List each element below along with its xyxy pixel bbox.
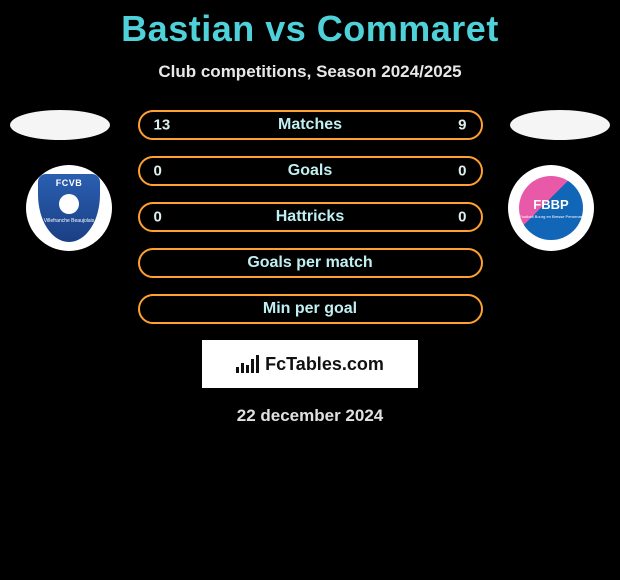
stats-list: 13 Matches 9 0 Goals 0 0 Hattricks 0 Goa… — [138, 110, 483, 324]
club-abbrev-left: FCVB — [56, 178, 83, 188]
stat-label: Matches — [278, 116, 342, 134]
stat-row: 0 Goals 0 — [138, 156, 483, 186]
subtitle: Club competitions, Season 2024/2025 — [0, 62, 620, 82]
player-photo-right — [510, 110, 610, 140]
stat-value-left: 13 — [154, 117, 171, 134]
stat-label: Hattricks — [276, 208, 344, 226]
stat-value-left: 0 — [154, 163, 162, 180]
stat-value-left: 0 — [154, 209, 162, 226]
stat-value-right: 0 — [458, 163, 466, 180]
ball-icon — [59, 194, 79, 214]
stat-label: Goals — [288, 162, 332, 180]
player-photo-left — [10, 110, 110, 140]
stat-value-right: 9 — [458, 117, 466, 134]
stat-row: 0 Hattricks 0 — [138, 202, 483, 232]
stat-label: Goals per match — [247, 254, 372, 272]
brand-badge: FcTables.com — [202, 340, 418, 388]
club-subtext-left: Villefranche Beaujolais — [44, 218, 95, 224]
stat-value-right: 0 — [458, 209, 466, 226]
club-badge-right: FBBP Football Bourg en Bresse Peronnas — [508, 165, 594, 251]
stat-label: Min per goal — [263, 300, 357, 318]
bar-chart-icon — [236, 355, 259, 373]
club-badge-left: FCVB Villefranche Beaujolais — [26, 165, 112, 251]
stat-row: 13 Matches 9 — [138, 110, 483, 140]
stat-row: Goals per match — [138, 248, 483, 278]
shield-icon: FBBP Football Bourg en Bresse Peronnas — [519, 176, 583, 240]
club-subtext-right: Football Bourg en Bresse Peronnas — [519, 214, 582, 219]
club-abbrev-right: FBBP — [533, 197, 568, 212]
comparison-area: FCVB Villefranche Beaujolais FBBP Footba… — [0, 110, 620, 426]
page-title: Bastian vs Commaret — [0, 0, 620, 50]
brand-text: FcTables.com — [265, 354, 384, 375]
date-label: 22 december 2024 — [0, 406, 620, 426]
stat-row: Min per goal — [138, 294, 483, 324]
shield-icon: FCVB Villefranche Beaujolais — [38, 174, 100, 242]
